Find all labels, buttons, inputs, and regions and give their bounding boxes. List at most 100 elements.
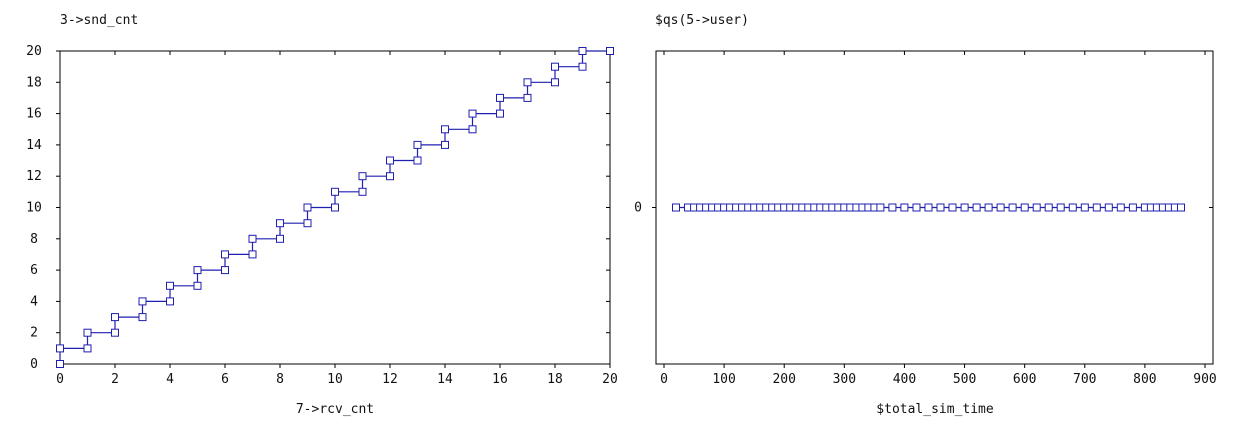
data-point-marker [578, 62, 587, 71]
right-chart-title: $qs(5->user) [655, 13, 749, 28]
data-point-marker [138, 313, 147, 322]
data-point-marker [936, 203, 945, 212]
data-point-marker [1044, 203, 1053, 212]
left-chart-series [56, 47, 614, 368]
x-tick-label: 0 [660, 372, 668, 387]
data-point-marker [386, 156, 394, 165]
x-tick-label: 200 [772, 372, 795, 387]
y-tick-label: 12 [26, 169, 42, 184]
data-point-marker [386, 172, 394, 181]
data-point-marker [960, 203, 969, 212]
data-point-marker [996, 203, 1005, 212]
data-point-marker [1080, 203, 1089, 212]
y-tick-label: 8 [30, 232, 38, 247]
data-point-marker [56, 360, 64, 368]
y-tick-label: 0 [634, 201, 642, 216]
data-point-marker [1177, 203, 1185, 212]
data-point-marker [193, 266, 202, 275]
x-tick-label: 14 [437, 372, 453, 387]
data-point-marker [303, 203, 312, 212]
data-point-marker [413, 156, 422, 165]
data-point-marker [972, 203, 981, 212]
data-point-marker [876, 203, 885, 212]
data-point-marker [672, 203, 680, 212]
x-tick-label: 800 [1133, 372, 1156, 387]
y-tick-label: 4 [30, 294, 38, 309]
x-tick-label: 20 [602, 372, 618, 387]
x-tick-label: 2 [111, 372, 119, 387]
data-point-marker [358, 187, 367, 196]
data-point-marker [1116, 203, 1125, 212]
data-point-marker [441, 140, 449, 149]
x-tick-label: 0 [56, 372, 64, 387]
x-tick-label: 18 [547, 372, 563, 387]
x-tick-label: 600 [1013, 372, 1036, 387]
x-tick-label: 500 [953, 372, 976, 387]
x-tick-label: 700 [1073, 372, 1096, 387]
data-point-marker [441, 125, 449, 134]
data-point-marker [166, 297, 174, 306]
x-tick-label: 12 [382, 372, 398, 387]
left-chart-ticks: 0 2 4 6 8 10 12 14 16 18 20 0 2 4 6 8 10 12 14 16 18 20 [26, 44, 618, 387]
data-point-marker [496, 93, 504, 102]
y-tick-label: 0 [30, 357, 38, 372]
right-chart-series [672, 203, 1185, 212]
data-point-marker [496, 109, 504, 118]
data-point-marker [523, 78, 532, 87]
data-point-marker [924, 203, 933, 212]
data-point-marker [468, 109, 477, 118]
data-point-marker [358, 172, 367, 181]
data-point-marker [1032, 203, 1041, 212]
data-point-marker [1092, 203, 1101, 212]
data-point-marker [276, 234, 284, 243]
data-point-marker [166, 281, 174, 290]
data-point-marker [221, 266, 229, 275]
data-point-marker [888, 203, 897, 212]
data-point-marker [523, 93, 532, 102]
data-point-marker [1128, 203, 1137, 212]
data-point-marker [331, 203, 339, 212]
x-tick-label: 300 [833, 372, 856, 387]
data-point-marker [1068, 203, 1077, 212]
data-point-marker [551, 78, 559, 87]
data-point-marker [83, 344, 92, 353]
data-point-marker [551, 62, 559, 71]
data-point-marker [984, 203, 993, 212]
x-tick-label: 6 [221, 372, 229, 387]
right-chart-ticks: 0 100 200 300 400 500 600 700 800 900 0 [634, 51, 1217, 387]
data-point-marker [56, 344, 64, 353]
data-point-marker [900, 203, 909, 212]
data-point-marker [248, 250, 257, 259]
y-tick-label: 14 [26, 138, 42, 153]
data-point-marker [606, 47, 614, 55]
x-tick-label: 900 [1193, 372, 1216, 387]
x-tick-label: 16 [492, 372, 508, 387]
right-chart-x-axis-label: $total_sim_time [876, 402, 994, 417]
y-tick-label: 16 [26, 107, 42, 122]
data-point-marker [221, 250, 229, 259]
x-tick-label: 400 [893, 372, 916, 387]
data-point-marker [948, 203, 957, 212]
data-point-marker [1008, 203, 1017, 212]
x-tick-label: 8 [276, 372, 284, 387]
right-chart: $qs(5->user) $total_sim_time 0 100 200 300 4… [634, 13, 1217, 417]
x-tick-label: 4 [166, 372, 174, 387]
data-point-marker [331, 187, 339, 196]
data-point-marker [193, 281, 202, 290]
data-point-marker [276, 219, 284, 228]
x-tick-label: 10 [327, 372, 343, 387]
data-point-marker [912, 203, 921, 212]
data-point-marker [111, 328, 119, 337]
data-point-marker [111, 313, 119, 322]
data-point-marker [248, 234, 257, 243]
y-tick-label: 20 [26, 44, 42, 59]
data-point-marker [468, 125, 477, 134]
y-tick-label: 6 [30, 263, 38, 278]
data-point-marker [1056, 203, 1065, 212]
x-tick-label: 100 [712, 372, 735, 387]
data-point-marker [303, 219, 312, 228]
left-chart-x-axis-label: 7->rcv_cnt [296, 402, 374, 417]
data-point-marker [83, 328, 92, 337]
y-tick-label: 18 [26, 75, 42, 90]
